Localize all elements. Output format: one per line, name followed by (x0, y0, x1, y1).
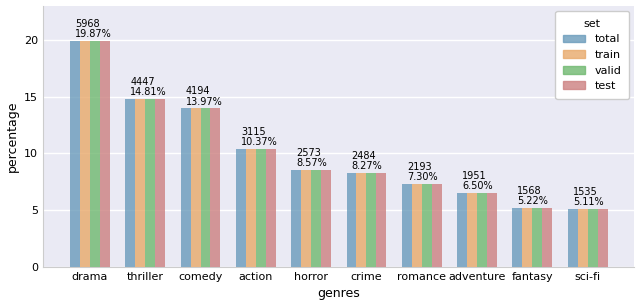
Bar (291, 170, 301, 267)
Bar (578, 209, 588, 267)
Text: 19.87%: 19.87% (75, 29, 112, 39)
Bar (311, 170, 321, 267)
Bar (487, 193, 497, 267)
Bar (180, 108, 191, 267)
Bar (145, 99, 155, 267)
Text: 6.50%: 6.50% (462, 181, 493, 192)
Text: 5.11%: 5.11% (573, 197, 604, 207)
Bar (598, 209, 607, 267)
Text: 5.22%: 5.22% (517, 196, 548, 206)
Bar (542, 208, 552, 267)
Text: 1951: 1951 (462, 171, 487, 181)
Text: 4194: 4194 (186, 86, 210, 96)
Bar (80, 41, 90, 267)
Text: 3115: 3115 (241, 127, 266, 137)
Bar (191, 108, 200, 267)
Bar (588, 209, 598, 267)
Bar (236, 149, 246, 267)
Text: 8.57%: 8.57% (296, 158, 327, 168)
Bar (522, 208, 532, 267)
Text: 2573: 2573 (296, 148, 321, 158)
Bar (532, 208, 542, 267)
Text: 2193: 2193 (407, 162, 431, 172)
Bar (256, 149, 266, 267)
Bar (211, 108, 220, 267)
Y-axis label: percentage: percentage (6, 101, 19, 172)
Text: 1535: 1535 (573, 187, 598, 197)
Bar (155, 99, 165, 267)
Bar (321, 170, 331, 267)
X-axis label: genres: genres (317, 287, 360, 300)
Bar (457, 193, 467, 267)
Bar (100, 41, 110, 267)
Bar (301, 170, 311, 267)
Bar (412, 184, 422, 267)
Bar (70, 41, 80, 267)
Bar (467, 193, 477, 267)
Text: 2484: 2484 (351, 151, 376, 161)
Bar (376, 173, 387, 267)
Text: 7.30%: 7.30% (407, 172, 437, 182)
Bar (266, 149, 276, 267)
Bar (346, 173, 356, 267)
Bar (367, 173, 376, 267)
Bar (432, 184, 442, 267)
Bar (200, 108, 211, 267)
Bar (135, 99, 145, 267)
Bar (90, 41, 100, 267)
Bar (356, 173, 367, 267)
Text: 1568: 1568 (517, 186, 542, 196)
Text: 4447: 4447 (131, 77, 155, 87)
Bar (125, 99, 135, 267)
Bar (422, 184, 432, 267)
Bar (568, 209, 578, 267)
Bar (246, 149, 256, 267)
Bar (402, 184, 412, 267)
Legend: total, train, valid, test: total, train, valid, test (556, 11, 629, 99)
Bar (513, 208, 522, 267)
Text: 13.97%: 13.97% (186, 96, 222, 106)
Text: 14.81%: 14.81% (131, 87, 167, 97)
Text: 10.37%: 10.37% (241, 137, 278, 147)
Bar (477, 193, 487, 267)
Text: 8.27%: 8.27% (351, 161, 382, 171)
Text: 5968: 5968 (75, 19, 100, 29)
